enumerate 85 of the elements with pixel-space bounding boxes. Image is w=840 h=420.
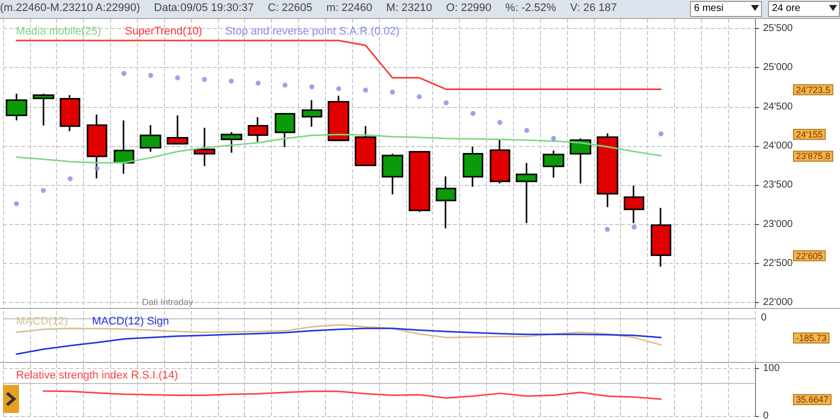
y-tick-label: 24'500 <box>763 101 794 112</box>
candlestick <box>140 124 162 153</box>
candlestick <box>624 185 644 224</box>
candlestick <box>274 113 296 148</box>
point <box>148 72 154 78</box>
point <box>444 100 449 106</box>
text: m: 22460 <box>326 2 372 14</box>
series-label: SuperTrend(10) <box>124 26 202 38</box>
series-label: Relative strength index R.S.I.(14) <box>16 370 178 382</box>
candlestick <box>6 93 28 122</box>
point <box>14 201 19 206</box>
candlestick <box>194 127 216 167</box>
y-tick-label: 23'000 <box>763 218 794 230</box>
candlestick <box>86 114 108 180</box>
point <box>658 131 664 136</box>
candlestick <box>166 114 188 145</box>
y-tick-label: 25'000 <box>763 62 794 74</box>
text: M: 23210 <box>386 2 432 14</box>
line-series <box>16 40 662 90</box>
text: Media mobile(25) <box>16 26 101 38</box>
candlestick <box>248 116 268 142</box>
point <box>470 110 476 116</box>
point <box>228 78 234 84</box>
candlestick <box>462 146 484 188</box>
point <box>336 86 342 92</box>
point <box>68 176 73 182</box>
text: 24'155 <box>796 129 823 140</box>
candlestick <box>382 152 404 196</box>
y-tick-label: 23'500 <box>763 180 794 191</box>
point <box>121 70 126 76</box>
candlestick <box>220 131 242 154</box>
text: 23'875.8 <box>796 151 830 162</box>
point <box>416 94 422 100</box>
point <box>282 82 288 88</box>
candlestick <box>354 125 376 166</box>
point <box>202 76 207 82</box>
point <box>497 120 502 125</box>
point <box>40 188 46 193</box>
candlestick <box>516 162 538 224</box>
series-label: MACD(12) <box>16 316 68 328</box>
point <box>390 90 395 95</box>
text: 24'723.5 <box>796 84 830 95</box>
candlestick <box>32 93 54 126</box>
text: (m.22460-M.23210 A:22990) <box>0 2 140 14</box>
point <box>604 226 610 232</box>
candlestick <box>542 150 564 178</box>
line-series <box>16 134 662 164</box>
candlestick <box>596 132 618 208</box>
point <box>309 84 314 90</box>
text: C: 22605 <box>268 2 312 14</box>
text: Data:09/05 19:30:37 <box>154 2 254 14</box>
text: O: 22990 <box>446 2 492 14</box>
point <box>256 80 261 86</box>
text: 22'605 <box>796 250 823 261</box>
series-label: MACD(12) Sign <box>92 316 169 328</box>
point <box>94 166 100 171</box>
y-tick-label: 100 <box>763 363 780 374</box>
text: %: -2.52% <box>505 2 556 14</box>
point <box>363 88 368 93</box>
candlestick <box>408 151 430 213</box>
candlestick <box>490 138 510 184</box>
y-tick-label: 24'000 <box>763 140 794 152</box>
text: 6 mesi <box>690 1 762 17</box>
y-tick-label: 22'000 <box>763 297 794 308</box>
candlestick <box>650 207 672 268</box>
text: V: 26 187 <box>570 2 617 14</box>
candlestick <box>570 138 592 184</box>
y-tick-label: 22'500 <box>763 258 794 270</box>
point <box>551 136 556 141</box>
y-tick-label: 0 <box>763 410 769 420</box>
y-tick-label: 25'500 <box>763 22 794 34</box>
text: 24 ore <box>768 1 840 17</box>
candlestick <box>302 99 322 128</box>
point <box>175 75 180 80</box>
text: Stop and reverse point S.A.R.(0.02) <box>225 26 400 38</box>
candlestick <box>436 176 456 230</box>
candlestick <box>60 94 80 132</box>
line-series <box>42 390 662 400</box>
text: 35.6647 <box>796 394 829 405</box>
annotation: Dati Intraday <box>142 297 194 307</box>
candlestick <box>114 120 134 174</box>
candlestick <box>328 94 350 142</box>
text: -185.73 <box>796 333 827 344</box>
point <box>632 224 637 230</box>
point <box>524 128 530 133</box>
